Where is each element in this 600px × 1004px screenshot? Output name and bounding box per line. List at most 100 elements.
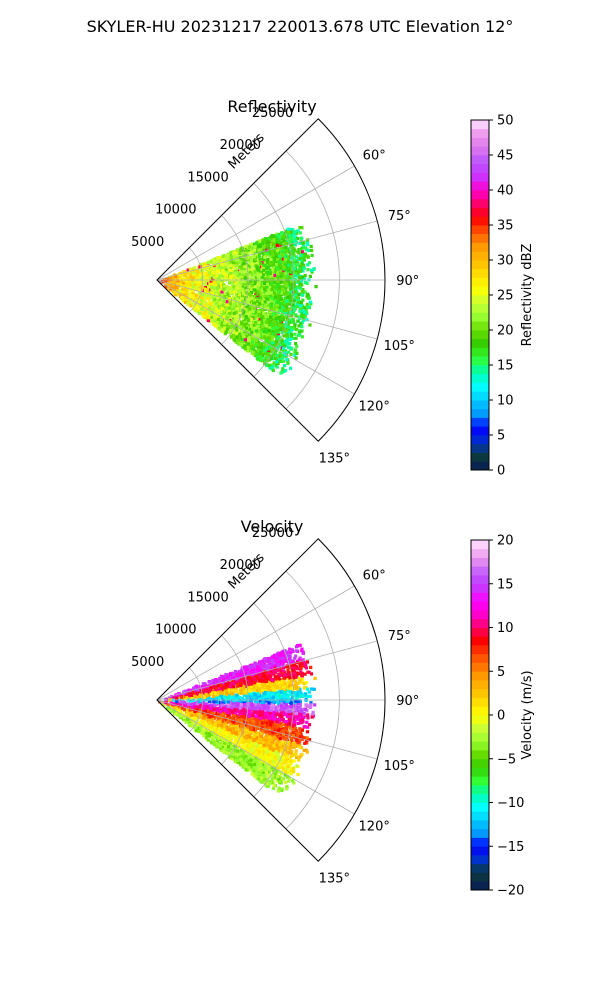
colorbar-segment	[471, 453, 489, 462]
radar-gate	[225, 262, 228, 265]
radar-gate	[256, 353, 259, 356]
radar-gate	[292, 321, 295, 324]
radar-gate	[279, 267, 282, 270]
reflectivity-colorbar-label: Reflectivity dBZ	[520, 244, 535, 347]
radar-gate	[258, 244, 261, 247]
radar-gate	[273, 333, 276, 336]
colorbar-segment	[471, 304, 489, 313]
radar-gate	[309, 301, 312, 304]
radar-gate	[280, 272, 283, 275]
radar-gate	[292, 251, 295, 254]
radar-gate	[222, 255, 225, 258]
radar-gate	[252, 301, 255, 304]
radar-gate	[204, 304, 207, 307]
radar-gate	[298, 257, 301, 260]
radar-gate	[261, 242, 264, 245]
radar-gate	[267, 266, 270, 269]
radar-gate	[256, 357, 259, 360]
radar-gate	[230, 256, 233, 259]
radar-gate	[265, 320, 268, 323]
radar-gate	[253, 288, 256, 291]
radar-gate	[207, 285, 210, 288]
radar-gate	[311, 254, 314, 257]
radar-gate	[228, 264, 231, 267]
radar-gate	[266, 251, 269, 254]
radar-gate	[263, 288, 266, 291]
radar-gate	[293, 323, 296, 326]
radar-gate	[254, 285, 257, 288]
radar-gate	[290, 333, 293, 336]
radar-gate	[294, 243, 297, 246]
radar-gate	[278, 290, 281, 293]
radar-gate	[288, 321, 291, 324]
radar-gate	[235, 297, 238, 300]
radar-gate	[222, 287, 225, 290]
radar-gate	[257, 291, 260, 294]
radar-gate	[202, 315, 205, 318]
radar-gate	[270, 304, 273, 307]
radar-gate	[270, 288, 273, 291]
radar-gate	[276, 272, 279, 275]
colorbar-segment	[471, 374, 489, 383]
colorbar-segment	[471, 461, 489, 470]
colorbar-segment	[471, 199, 489, 208]
radar-gate	[230, 325, 233, 328]
radar-gate	[235, 328, 238, 331]
radar-gate	[269, 320, 272, 323]
radar-gate	[196, 276, 199, 279]
colorbar-tick-label: 10	[497, 394, 514, 409]
colorbar-segment	[471, 155, 489, 164]
radar-gate	[274, 252, 277, 255]
colorbar-segment	[471, 269, 489, 278]
radar-gate	[301, 290, 304, 293]
radar-gate	[206, 297, 209, 300]
radar-gate	[175, 278, 178, 281]
radar-gate	[263, 335, 266, 338]
radar-gate	[228, 306, 231, 309]
radar-gate	[174, 286, 177, 289]
colorbar-segment	[471, 138, 489, 147]
radar-gate	[294, 342, 297, 345]
radar-gate	[279, 309, 282, 312]
radar-gate	[203, 311, 206, 314]
radar-gate	[299, 304, 302, 307]
radar-gate	[236, 307, 239, 310]
radar-gate	[300, 247, 303, 250]
radar-gate	[295, 263, 298, 266]
radar-gate	[222, 304, 225, 307]
radar-gate	[208, 311, 211, 314]
radar-gate	[257, 321, 260, 324]
radar-gate	[306, 243, 309, 246]
radial-tick-label: 20000	[220, 138, 261, 153]
colorbar-tick-label: 0	[497, 464, 505, 479]
radar-gate	[310, 249, 313, 252]
radar-gate	[298, 276, 301, 279]
radar-gate	[265, 324, 268, 327]
radar-gate	[290, 230, 293, 233]
radar-gate	[276, 304, 279, 307]
radar-gate	[238, 281, 241, 284]
colorbar-segment	[471, 225, 489, 234]
radar-gate	[239, 286, 242, 289]
radar-gate	[268, 337, 271, 340]
azimuth-tick-label: 75°	[388, 209, 411, 224]
radar-gate	[221, 307, 224, 310]
radar-gate	[295, 345, 298, 348]
radar-gate	[244, 338, 247, 341]
radar-gate	[180, 296, 183, 299]
radar-gate	[301, 242, 304, 245]
azimuth-tick-label: 90°	[396, 274, 419, 289]
radar-gate	[196, 270, 199, 273]
radar-gate	[238, 333, 241, 336]
radar-gate	[278, 260, 281, 263]
radar-gate	[282, 318, 285, 321]
radar-gate	[286, 362, 289, 365]
radar-gate	[282, 334, 285, 337]
radar-gate	[234, 320, 237, 323]
radar-gate	[248, 336, 251, 339]
velocity-panel: Velocity Meters Velocity (m/s) 500010000…	[131, 517, 535, 899]
radar-gate	[266, 241, 269, 244]
radar-gate	[253, 245, 256, 248]
radar-gate	[287, 276, 290, 279]
radar-gate	[230, 288, 233, 291]
